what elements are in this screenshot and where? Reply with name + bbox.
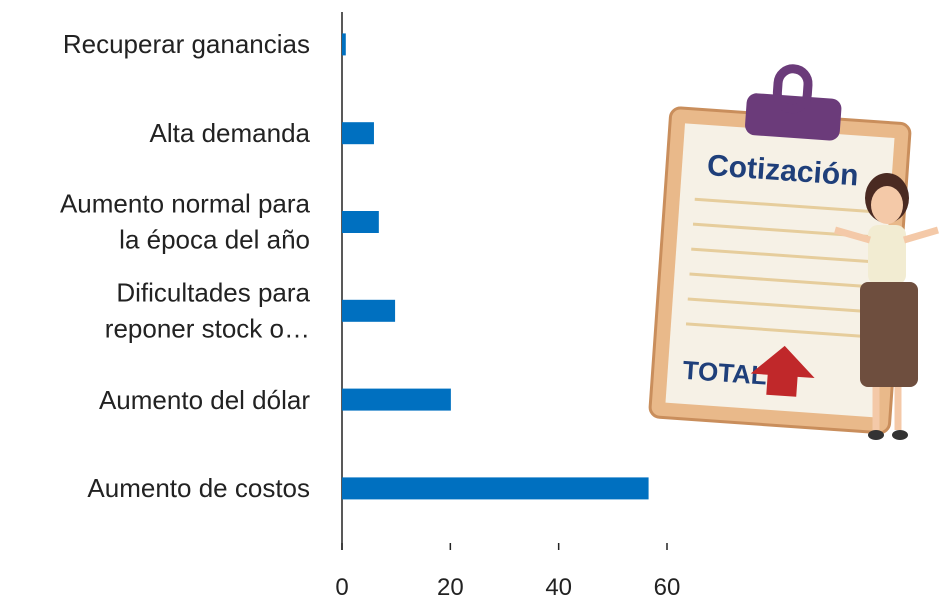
y-tick-label: Aumento normal para la época del año: [59, 188, 310, 255]
y-tick-label: Aumento del dólar: [98, 384, 310, 415]
bar: [342, 299, 396, 322]
bar: [342, 211, 379, 233]
y-tick-label: Alta demanda: [149, 117, 310, 148]
bar: [342, 122, 374, 145]
x-tick-label: 20: [437, 574, 464, 599]
x-tick-label: 40: [545, 574, 572, 599]
y-tick-label: Recuperar ganancias: [62, 29, 310, 60]
x-tick-label: 0: [335, 574, 348, 599]
illustration: Cotización TOTAL: [648, 64, 939, 440]
y-tick-label: Aumento de costos: [87, 473, 310, 504]
x-tick-label: 60: [654, 574, 681, 599]
bar: [342, 33, 346, 56]
bar: [342, 388, 451, 411]
y-tick-label: Dificultades para reponer stock o…: [104, 277, 310, 344]
bar: [342, 477, 649, 500]
